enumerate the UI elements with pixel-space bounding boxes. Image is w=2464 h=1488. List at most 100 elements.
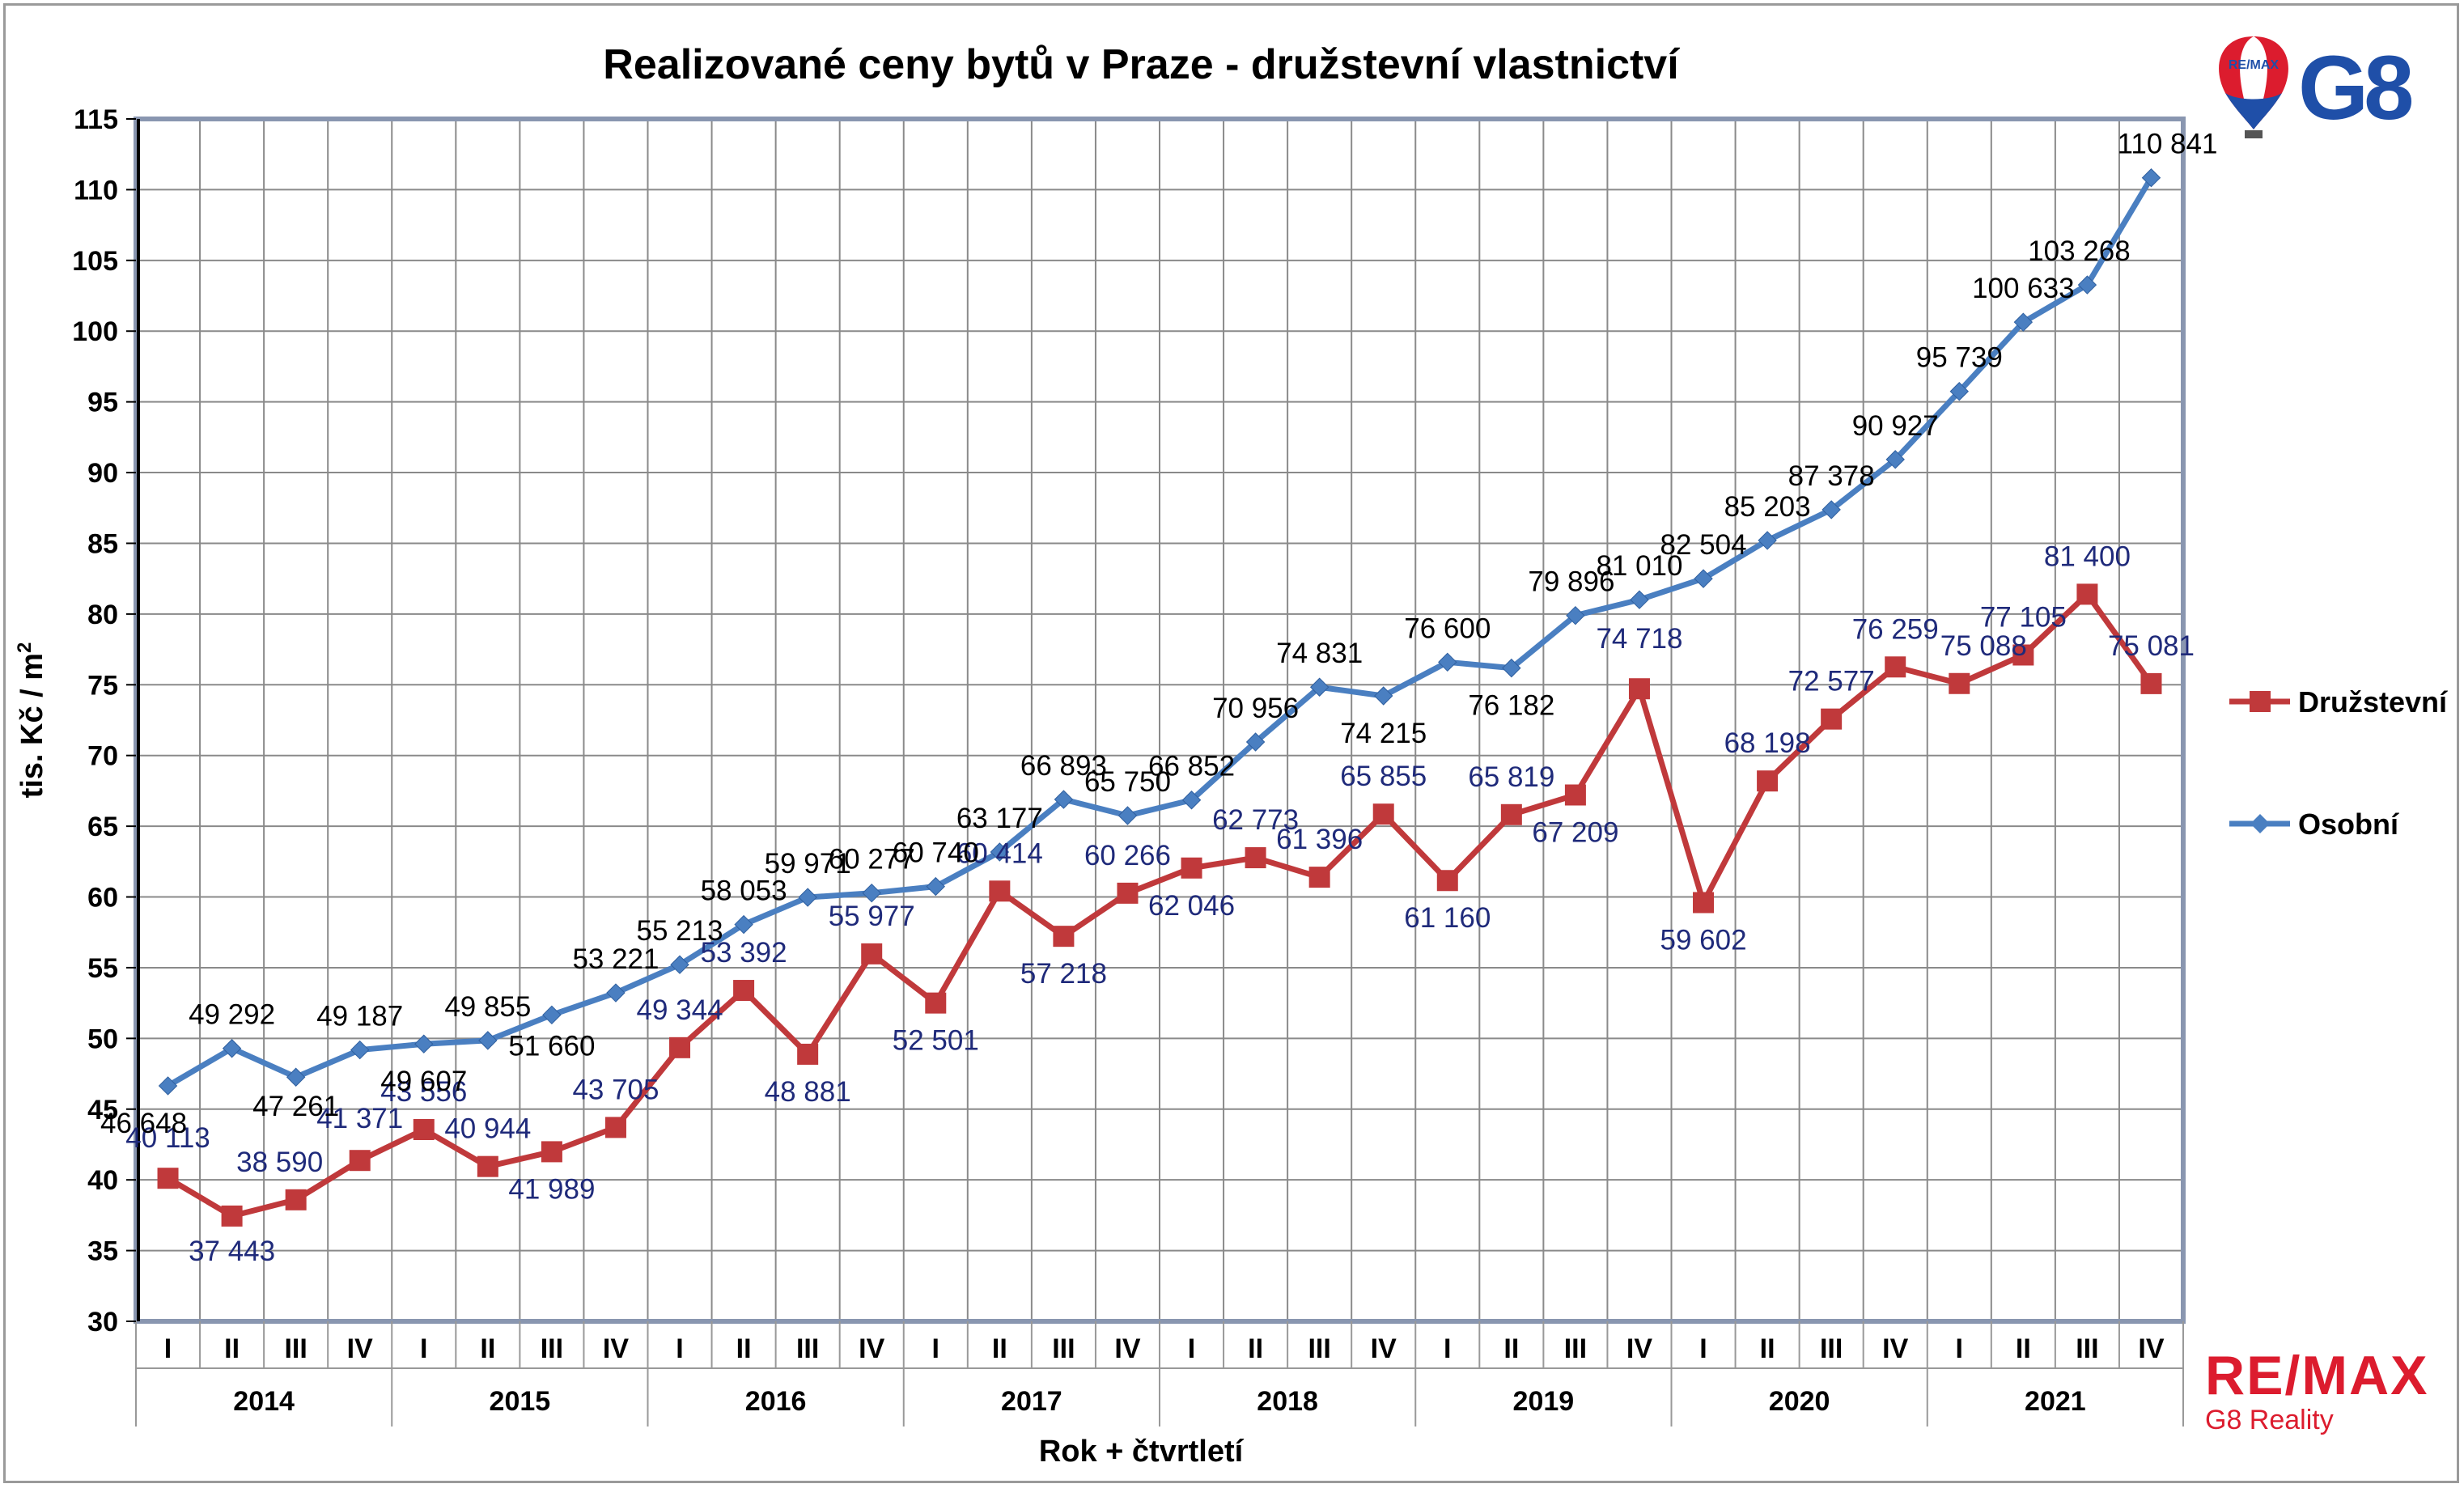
druzstevni-point — [1053, 926, 1075, 947]
osobni-value-label: 76 600 — [1404, 613, 1491, 644]
x-tick-label: IV — [603, 1333, 629, 1364]
year-label: 2018 — [1257, 1386, 1318, 1417]
druzstevni-point — [1821, 708, 1843, 730]
g8-text: G8 — [2298, 37, 2411, 138]
year-label: 2021 — [2025, 1386, 2086, 1417]
x-tick-label: IV — [1626, 1333, 1652, 1364]
legend-marker — [2250, 814, 2270, 833]
druzstevni-value-label: 43 705 — [572, 1074, 659, 1105]
osobni-value-label: 74 831 — [1276, 638, 1363, 669]
osobni-value-label: 81 010 — [1596, 550, 1682, 582]
osobni-value-label: 87 378 — [1788, 460, 1875, 492]
osobni-point — [1117, 806, 1138, 825]
druzstevni-value-label: 37 443 — [189, 1236, 275, 1267]
druzstevni-point — [925, 992, 947, 1014]
y-tick-label: 60 — [87, 883, 118, 914]
x-axis-title: Rok + čtvrtletí — [1039, 1435, 1245, 1469]
osobni-value-label: 60 740 — [893, 837, 979, 869]
x-tick-label: II — [480, 1333, 495, 1364]
druzstevni-value-label: 75 088 — [1940, 630, 2027, 662]
druzstevni-value-label: 62 046 — [1148, 890, 1235, 922]
druzstevni-point — [221, 1205, 243, 1227]
osobni-value-label: 49 607 — [380, 1066, 467, 1097]
y-tick-label: 100 — [72, 316, 118, 347]
osobni-point — [1758, 531, 1777, 550]
druzstevni-value-label: 72 577 — [1788, 666, 1875, 697]
remax-subtitle: G8 Reality — [2205, 1405, 2334, 1435]
osobni-point — [1054, 790, 1074, 809]
druzstevni-point — [989, 880, 1011, 902]
x-tick-label: IV — [1114, 1333, 1140, 1364]
osobni-point — [1245, 732, 1266, 752]
druzstevni-value-label: 38 590 — [236, 1147, 323, 1178]
osobni-point — [606, 983, 626, 1003]
year-label: 2020 — [1769, 1386, 1830, 1417]
druzstevni-point — [1693, 892, 1715, 914]
balloon-text: RE/MAX — [2229, 58, 2280, 72]
year-label: 2016 — [745, 1386, 807, 1417]
osobni-value-label: 46 648 — [100, 1108, 187, 1139]
osobni-value-label: 82 504 — [1660, 529, 1747, 561]
legend-label: Družstevní — [2298, 685, 2448, 719]
druzstevni-point — [861, 943, 883, 964]
druzstevni-point — [604, 1117, 626, 1138]
osobni-value-label: 110 841 — [2118, 129, 2218, 160]
osobni-value-label: 100 633 — [1972, 273, 2075, 304]
druzstevni-point — [541, 1141, 562, 1163]
druzstevni-point — [1245, 847, 1266, 869]
remax-wordmark: RE/MAX — [2205, 1345, 2429, 1406]
x-tick-label: IV — [2138, 1333, 2164, 1364]
osobni-point — [1374, 686, 1393, 706]
druzstevni-value-label: 57 218 — [1020, 958, 1107, 990]
druzstevni-value-label: 76 259 — [1852, 613, 1939, 645]
druzstevni-point — [157, 1168, 179, 1189]
x-tick-label: III — [1820, 1333, 1843, 1364]
x-tick-label: II — [1760, 1333, 1775, 1364]
osobni-point — [862, 883, 881, 903]
druzstevni-point — [1436, 870, 1458, 892]
druzstevni-value-label: 61 396 — [1276, 824, 1363, 855]
druzstevni-value-label: 67 209 — [1532, 816, 1618, 848]
osobni-point — [2141, 168, 2161, 188]
x-tick-label: I — [1444, 1333, 1451, 1364]
osobni-value-label: 63 177 — [956, 803, 1043, 834]
osobni-value-label: 53 221 — [572, 943, 659, 975]
osobni-point — [734, 914, 753, 935]
osobni-value-label: 95 739 — [1916, 342, 2003, 374]
year-label: 2017 — [1001, 1386, 1062, 1417]
x-tick-label: I — [1956, 1333, 1963, 1364]
y-tick-label: 90 — [87, 458, 118, 489]
osobni-value-label: 47 261 — [252, 1091, 339, 1122]
osobni-point — [158, 1076, 178, 1096]
y-tick-label: 45 — [87, 1095, 118, 1126]
y-tick-label: 75 — [87, 670, 118, 701]
druzstevni-value-label: 41 371 — [316, 1103, 403, 1134]
osobni-point — [286, 1067, 306, 1087]
druzstevni-point — [1757, 770, 1779, 792]
osobni-value-label: 103 268 — [2028, 235, 2131, 267]
osobni-point — [222, 1039, 242, 1058]
osobni-point — [414, 1034, 434, 1053]
osobni-point — [1885, 450, 1905, 469]
osobni-point — [1630, 590, 1649, 609]
osobni-point — [1502, 658, 1521, 678]
y-tick-label: 80 — [87, 600, 118, 630]
druzstevni-point — [797, 1043, 819, 1065]
remax-logo: RE/MAX G8 Reality — [2205, 1347, 2448, 1444]
druzstevni-value-label: 53 392 — [701, 937, 787, 969]
osobni-value-label: 55 213 — [637, 915, 723, 947]
osobni-value-label: 49 187 — [316, 1001, 403, 1032]
x-tick-label: II — [224, 1333, 240, 1364]
osobni-point — [478, 1031, 498, 1050]
x-tick-label: I — [676, 1333, 683, 1364]
druzstevni-point — [1308, 867, 1330, 888]
x-tick-label: III — [284, 1333, 307, 1364]
x-tick-label: II — [992, 1333, 1007, 1364]
osobni-value-label: 70 956 — [1212, 693, 1299, 724]
osobni-point — [798, 888, 817, 907]
druzstevni-value-label: 55 977 — [829, 901, 915, 932]
druzstevni-point — [1500, 803, 1522, 825]
y-tick-label: 110 — [74, 175, 118, 206]
druzstevni-value-label: 74 718 — [1596, 623, 1682, 655]
